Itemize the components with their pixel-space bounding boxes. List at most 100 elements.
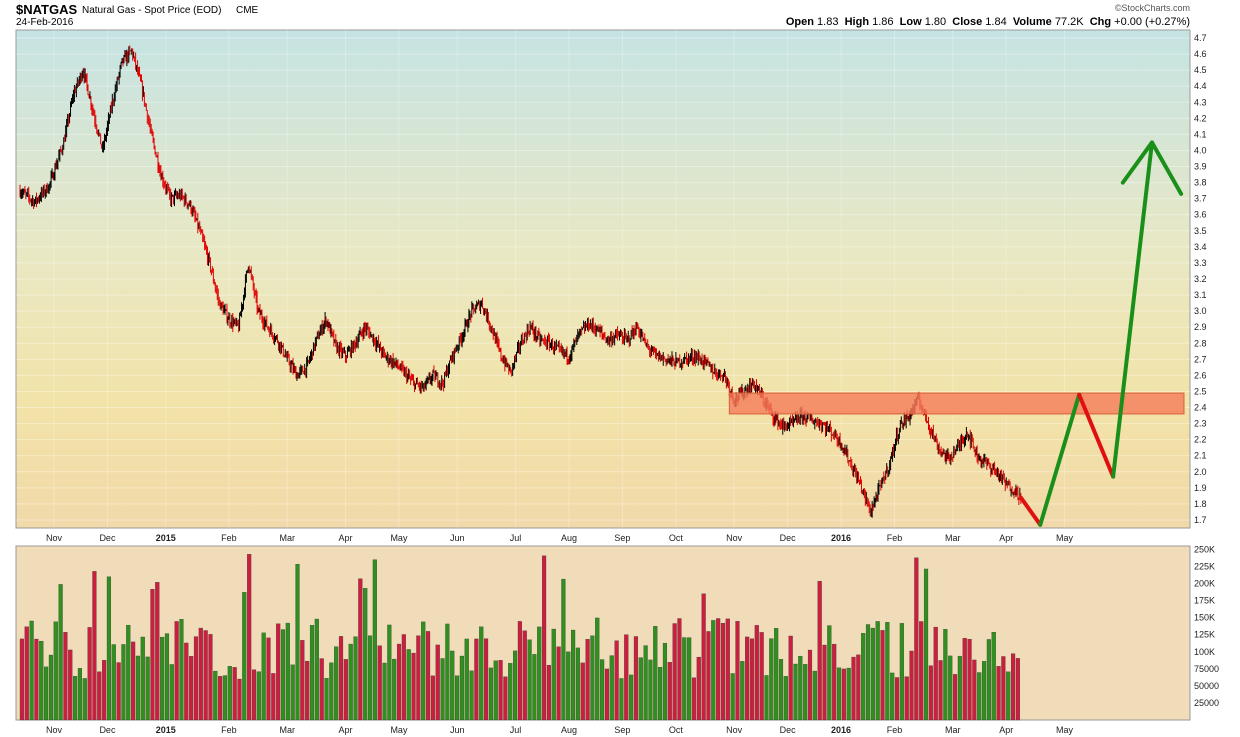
- volume-bar: [846, 667, 851, 721]
- volume-bar: [822, 644, 827, 721]
- volume-bar: [34, 638, 39, 721]
- open-value: 1.83: [817, 16, 839, 28]
- volume-bar: [894, 677, 900, 721]
- volume-bar: [720, 623, 726, 721]
- volume-bar: [97, 671, 102, 721]
- volume-bar: [875, 621, 880, 721]
- volume-x-tick: Oct: [669, 725, 684, 735]
- volume-bar: [807, 649, 813, 721]
- price-y-tick: 3.5: [1194, 226, 1207, 236]
- volume-bar: [29, 620, 34, 721]
- volume-bar: [648, 659, 653, 721]
- price-x-tick: Mar: [279, 533, 295, 543]
- volume-bar: [58, 584, 63, 721]
- volume-bar: [793, 663, 798, 721]
- volume-bar: [624, 634, 629, 721]
- volume-x-tick: Nov: [726, 725, 743, 735]
- volume-bar: [396, 643, 402, 721]
- volume-bar: [682, 637, 687, 721]
- volume-bar: [319, 658, 324, 721]
- price-x-tick: Jul: [510, 533, 522, 543]
- low-label: Low: [899, 16, 922, 28]
- price-y-tick: 4.6: [1194, 49, 1207, 59]
- price-y-tick: 2.9: [1194, 322, 1207, 332]
- price-y-tick: 4.4: [1194, 81, 1207, 91]
- price-x-tick: Nov: [726, 533, 743, 543]
- volume-bar: [232, 667, 237, 721]
- volume-bar: [890, 672, 895, 721]
- price-y-tick: 4.3: [1194, 97, 1207, 107]
- volume-y-tick: 50000: [1194, 681, 1219, 691]
- volume-bar: [754, 625, 759, 721]
- volume-bar: [73, 676, 78, 721]
- volume-bar: [329, 662, 334, 721]
- volume-bar: [687, 637, 692, 721]
- volume-bar: [812, 670, 817, 721]
- high-value: 1.86: [872, 16, 894, 28]
- price-y-tick: 3.4: [1194, 242, 1207, 252]
- price-y-tick: 2.4: [1194, 403, 1207, 413]
- volume-bar: [938, 660, 943, 721]
- volume-bar: [735, 621, 740, 721]
- projection-leg: [1038, 392, 1082, 527]
- volume-bar: [517, 621, 522, 721]
- volume-bar: [479, 626, 484, 721]
- price-y-tick: 3.9: [1194, 162, 1207, 172]
- volume-bar: [919, 621, 924, 721]
- price-y-tick: 3.6: [1194, 210, 1207, 220]
- volume-bar: [764, 675, 769, 721]
- volume-bar: [595, 617, 600, 721]
- volume-bar: [769, 638, 774, 721]
- volume-bar: [967, 638, 972, 721]
- price-y-tick: 3.8: [1194, 178, 1207, 188]
- volume-bar: [952, 674, 958, 721]
- volume-bar: [566, 651, 571, 721]
- projection-leg: [1111, 140, 1154, 479]
- volume-bar: [774, 628, 779, 721]
- volume-bar: [904, 676, 909, 721]
- price-y-tick: 4.2: [1194, 113, 1207, 123]
- volume-y-tick: 225K: [1194, 561, 1215, 571]
- volume-bar: [629, 674, 634, 721]
- low-value: 1.80: [924, 16, 947, 28]
- volume-bar: [174, 621, 179, 721]
- volume-x-tick: Jun: [450, 725, 465, 735]
- symbol: $NATGAS: [16, 2, 78, 17]
- price-y-tick: 1.7: [1194, 515, 1207, 525]
- volume-bar: [701, 593, 706, 721]
- projection-arrowhead: [1120, 140, 1184, 196]
- volume-bar: [561, 578, 566, 721]
- volume-bar: [160, 636, 165, 721]
- volume-y-tick: 75000: [1194, 664, 1219, 674]
- volume-bar: [691, 677, 697, 721]
- volume-bar: [914, 557, 919, 721]
- volume-bar: [445, 623, 450, 721]
- volume-bar: [309, 625, 315, 721]
- volume-bar: [836, 667, 842, 721]
- volume-bar: [885, 621, 890, 721]
- price-x-tick: May: [390, 533, 408, 543]
- volume-bar: [899, 623, 904, 721]
- price-x-tick: Apr: [999, 533, 1013, 543]
- volume-bar: [551, 628, 556, 721]
- volume-x-tick: Aug: [561, 725, 577, 735]
- volume-y-tick: 150K: [1194, 613, 1215, 623]
- volume-y-tick: 250K: [1194, 544, 1215, 554]
- chg-label: Chg: [1089, 16, 1112, 28]
- price-y-tick: 2.2: [1194, 435, 1207, 445]
- volume-bar: [392, 658, 397, 721]
- volume-bar: [367, 635, 373, 721]
- volume-bar: [996, 666, 1001, 721]
- volume-x-tick: 2016: [831, 725, 851, 735]
- volume-bar: [106, 576, 112, 721]
- volume-bar: [193, 636, 199, 721]
- volume-bar: [401, 634, 406, 721]
- volume-bar: [546, 665, 551, 721]
- volume-bar: [759, 632, 764, 721]
- volume-bar: [280, 629, 286, 721]
- resistance-zone: [728, 392, 1185, 415]
- volume-bar: [82, 678, 87, 721]
- volume-bar: [909, 650, 914, 721]
- volume-bar: [179, 619, 184, 721]
